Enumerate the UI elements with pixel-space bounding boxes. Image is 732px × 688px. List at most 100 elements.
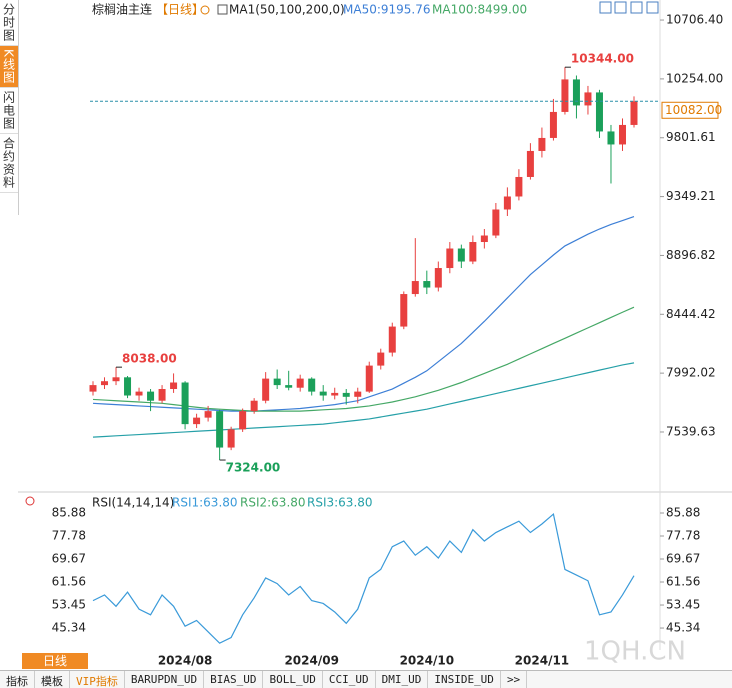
legend-entry: RSI1:63.80 — [172, 496, 238, 510]
candle-body — [434, 268, 442, 288]
candle-body — [342, 392, 350, 397]
tab-bar: 指标 模板 VIP指标 BARUPDN_UD BIAS_UD BOLL_UD CCI_UD D… — [0, 670, 732, 688]
candle-body — [411, 281, 419, 295]
candle-body — [549, 111, 557, 138]
y-tick-label: 85.88 — [666, 506, 700, 520]
ma-legend-title: MA1(50,100,200,0) — [229, 3, 345, 17]
candle-body — [319, 391, 327, 396]
legend-entry: RSI2:63.80 — [240, 496, 306, 510]
y-tick-label: 10254.00 — [666, 71, 723, 85]
candle-body — [273, 378, 281, 386]
tool-icon[interactable] — [630, 1, 643, 14]
last-price-label: 10082.00 — [665, 103, 722, 117]
side-tab[interactable]: K线图 — [0, 46, 18, 88]
legend-entry: MA50:9195.76 — [343, 3, 431, 17]
candle-body — [124, 377, 132, 396]
candle-body — [388, 326, 396, 353]
settings-icon[interactable] — [25, 496, 35, 506]
candle-body — [630, 101, 638, 125]
tool-icon[interactable] — [646, 1, 659, 14]
candle-body — [618, 124, 626, 145]
y-tick-label: 8896.82 — [666, 248, 716, 262]
period: 【日线】 — [156, 3, 204, 17]
candle-body — [158, 389, 166, 401]
tab[interactable]: 模板 — [35, 671, 70, 688]
rsi-title: RSI(14,14,14) — [92, 496, 174, 510]
ma-line — [92, 215, 635, 412]
candle-body — [101, 381, 109, 386]
candle-body — [227, 429, 235, 448]
candle-body — [135, 391, 143, 396]
annotation: 7324.00 — [226, 461, 281, 475]
candle-body — [538, 137, 546, 151]
x-tick-label: 2024/08 — [158, 654, 212, 668]
candle-body — [457, 248, 465, 262]
candle-body — [308, 378, 316, 392]
candle-body — [469, 242, 477, 262]
candle-body — [377, 352, 385, 366]
candle-body — [296, 378, 304, 388]
side-tab[interactable]: 闪电图 — [0, 88, 18, 134]
y-tick-label: 53.45 — [666, 598, 700, 612]
candle-body — [584, 92, 592, 106]
tab[interactable]: BIAS_UD — [204, 671, 264, 688]
y-tick-label: 69.67 — [666, 551, 700, 565]
tab[interactable]: 指标 — [0, 671, 35, 688]
y-tick-label: 61.56 — [52, 575, 86, 589]
tab[interactable]: VIP指标 — [70, 671, 125, 688]
candle-body — [423, 281, 431, 288]
y-tick-label: 45.34 — [52, 621, 86, 635]
candle-body — [147, 391, 155, 401]
tab[interactable]: BARUPDN_UD — [125, 671, 205, 688]
legend-entry: RSI3:63.80 — [307, 496, 373, 510]
symbol: 棕榈油主连 — [92, 2, 152, 17]
tab[interactable]: INSIDE_UD — [428, 671, 501, 688]
annotation: 10344.00 — [571, 52, 634, 66]
y-tick-label: 45.34 — [666, 621, 700, 635]
sidebar: 分时图 K线图 闪电图 合约资料 — [0, 0, 19, 215]
candle-body — [480, 235, 488, 243]
candle-body — [492, 209, 500, 236]
y-tick-label: 8444.42 — [666, 307, 716, 321]
candle-body — [526, 150, 534, 177]
annotation: 8038.00 — [122, 352, 177, 366]
candle-body — [239, 411, 247, 430]
legend-entry: MA100:8499.00 — [432, 3, 527, 17]
tool-icon[interactable] — [599, 1, 612, 14]
candle-body — [561, 79, 569, 112]
candle-body — [446, 248, 454, 269]
tab[interactable]: CCI_UD — [323, 671, 376, 688]
y-tick-label: 61.56 — [666, 575, 700, 589]
y-tick-label: 7992.02 — [666, 366, 716, 380]
ma-icon[interactable] — [217, 4, 228, 15]
candle-body — [89, 385, 97, 392]
candle-body — [112, 377, 120, 382]
candle-body — [262, 378, 270, 401]
candle-body — [503, 196, 511, 210]
candle-body — [204, 411, 212, 418]
tab[interactable]: BOLL_UD — [263, 671, 323, 688]
candle-body — [400, 294, 408, 327]
y-tick-label: 77.78 — [666, 528, 700, 542]
last-price-box — [661, 101, 719, 119]
x-tick-label: 2024/10 — [400, 654, 454, 668]
tab[interactable]: DMI_UD — [376, 671, 429, 688]
tool-icon[interactable] — [614, 1, 627, 14]
add-icon[interactable] — [200, 5, 210, 15]
tab[interactable]: >> — [501, 671, 528, 688]
candle-body — [193, 417, 201, 425]
ma-line — [92, 362, 635, 438]
y-tick-label: 69.67 — [52, 551, 86, 565]
x-tick-label: 2024/11 — [515, 654, 569, 668]
candle-body — [250, 400, 258, 412]
candle-body — [216, 411, 224, 448]
candle-body — [515, 176, 523, 197]
period-button[interactable]: 日线 — [22, 653, 88, 669]
candle-body — [365, 365, 373, 392]
chart: 1QH.CN 棕榈油主连 【日线】 MA1(50,100,200,0) MA50… — [18, 0, 732, 668]
y-tick-label: 77.78 — [52, 528, 86, 542]
side-tab[interactable]: 合约资料 — [0, 134, 18, 193]
side-tab[interactable]: 分时图 — [0, 0, 18, 46]
y-tick-label: 85.88 — [52, 506, 86, 520]
rsi-line — [92, 512, 635, 644]
